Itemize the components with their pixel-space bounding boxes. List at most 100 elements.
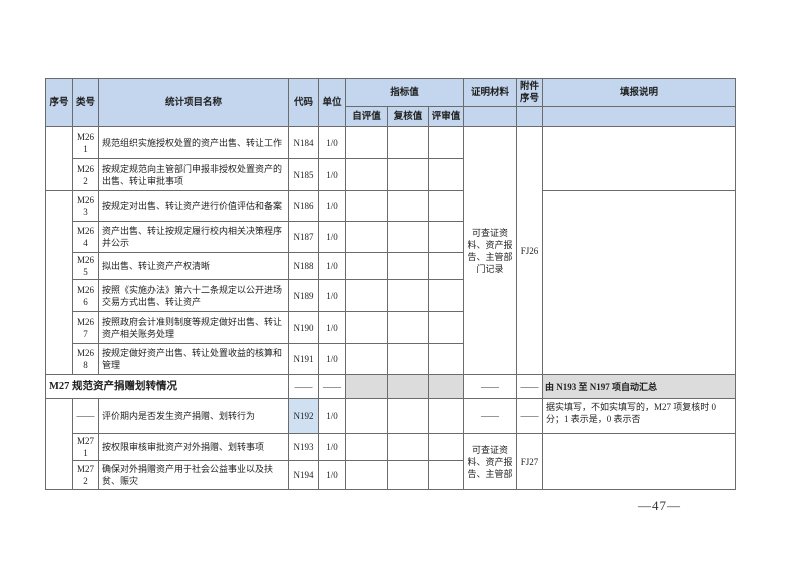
col-header-self-value: 自评值 bbox=[345, 106, 388, 127]
statistics-table: 序号 类号 统计项目名称 代码 单位 指标值 证明材料 附件序号 填报说明 自评… bbox=[45, 78, 736, 490]
assess-value-cell bbox=[428, 460, 464, 490]
class-cell: M264 bbox=[72, 221, 99, 253]
self-value-cell bbox=[345, 433, 388, 461]
check-value-cell bbox=[387, 460, 429, 490]
code-cell: N190 bbox=[288, 311, 319, 344]
class-cell: M263 bbox=[72, 190, 99, 222]
serial-cell bbox=[45, 398, 73, 490]
class-cell: M262 bbox=[72, 158, 99, 191]
unit-cell: 1/0 bbox=[318, 343, 346, 375]
table-row: M271 按权限审核审批资产对外捐赠、划转事项 N193 1/0 可查证资料、资… bbox=[46, 433, 736, 490]
unit-cell: 1/0 bbox=[318, 158, 346, 191]
code-cell-highlighted: N192 bbox=[288, 398, 319, 434]
unit-cell: 1/0 bbox=[318, 126, 346, 159]
check-value-cell bbox=[387, 433, 429, 461]
code-cell: N186 bbox=[288, 190, 319, 222]
class-cell: M265 bbox=[72, 252, 99, 280]
check-value-cell bbox=[387, 252, 429, 280]
class-cell: M266 bbox=[72, 279, 99, 312]
assess-value-cell bbox=[428, 252, 464, 280]
unit-cell: 1/0 bbox=[318, 221, 346, 253]
assess-value-cell bbox=[428, 221, 464, 253]
col-header-assess-value: 评审值 bbox=[428, 106, 464, 127]
serial-cell bbox=[45, 190, 73, 375]
unit-cell: 1/0 bbox=[318, 311, 346, 344]
item-name-cell: 拟出售、转让资产产权清晰 bbox=[98, 252, 289, 280]
item-name-cell: 按权限审核审批资产对外捐赠、划转事项 bbox=[98, 433, 289, 461]
code-cell: N191 bbox=[288, 343, 319, 375]
attachment-cell: FJ27 bbox=[516, 433, 543, 490]
check-value-cell bbox=[387, 279, 429, 312]
self-value-cell bbox=[345, 252, 388, 280]
table-row: M261 规范组织实施授权处置的资产出售、转让工作 N184 1/0 可查证资料… bbox=[45, 126, 736, 375]
header-empty-cell bbox=[542, 106, 736, 127]
table-header-row-1: 序号 类号 统计项目名称 代码 单位 指标值 证明材料 附件序号 填报说明 bbox=[45, 78, 736, 127]
evidence-cell: 可查证资料、资产报告、主管部 bbox=[463, 433, 517, 490]
code-cell: N193 bbox=[288, 433, 319, 461]
assess-value-cell bbox=[428, 374, 464, 399]
page-number: —47— bbox=[638, 498, 681, 513]
class-cell: —— bbox=[72, 398, 99, 434]
check-value-cell bbox=[387, 158, 429, 191]
check-value-cell bbox=[387, 311, 429, 344]
note-cell: 据实填写，不如实填写的，M27 项复核时 0 分；1 表示是，0 表示否 bbox=[542, 398, 736, 434]
self-value-cell bbox=[345, 126, 388, 159]
col-header-xuhao: 序号 bbox=[45, 78, 73, 127]
self-value-cell bbox=[345, 279, 388, 312]
col-header-indicator-value: 指标值 bbox=[345, 78, 464, 107]
item-name-cell: 确保对外捐赠资产用于社会公益事业以及扶贫、赈灾 bbox=[98, 460, 289, 490]
table-row: —— 评价期内是否发生资产捐赠、划转行为 N192 1/0 —— —— 据实填写… bbox=[45, 398, 736, 490]
item-name-cell: 按规定做好资产出售、转让处置收益的核算和管理 bbox=[98, 343, 289, 375]
class-cell: M271 bbox=[72, 433, 99, 461]
col-header-leihao: 类号 bbox=[72, 78, 99, 127]
assess-value-cell bbox=[428, 126, 464, 159]
item-name-cell: 按照《实施办法》第六十二条规定以公开进场交易方式出售、转让资产 bbox=[98, 279, 289, 312]
self-value-cell bbox=[345, 190, 388, 222]
self-value-cell bbox=[345, 398, 388, 434]
table-row: M267 按照政府会计准则制度等规定做好出售、转让资产相关账务处理 N190 1… bbox=[46, 311, 736, 344]
assess-value-cell bbox=[428, 433, 464, 461]
col-header-evidence: 证明材料 bbox=[463, 78, 517, 107]
section-header-row: M27 规范资产捐赠划转情况 —— —— —— —— 由 N193 至 N197… bbox=[45, 374, 736, 399]
unit-cell: 1/0 bbox=[318, 279, 346, 312]
col-header-attachment: 附件序号 bbox=[516, 78, 543, 107]
note-cell bbox=[542, 190, 736, 375]
header-empty-cell bbox=[463, 106, 517, 127]
assess-value-cell bbox=[428, 190, 464, 222]
header-empty-cell bbox=[516, 106, 543, 127]
self-value-cell bbox=[345, 343, 388, 375]
item-name-cell: 按规定规范向主管部门申报非授权处置资产的出售、转让审批事项 bbox=[98, 158, 289, 191]
item-name-cell: 按规定对出售、转让资产进行价值评估和备案 bbox=[98, 190, 289, 222]
check-value-cell bbox=[387, 398, 429, 434]
code-cell: N189 bbox=[288, 279, 319, 312]
table-row: M268 按规定做好资产出售、转让处置收益的核算和管理 N191 1/0 bbox=[46, 343, 736, 375]
col-header-note: 填报说明 bbox=[542, 78, 736, 107]
class-cell: M261 bbox=[72, 126, 99, 159]
col-header-item-name: 统计项目名称 bbox=[98, 78, 289, 127]
col-header-unit: 单位 bbox=[318, 78, 346, 127]
table-row: M264 资产出售、转让按规定履行校内相关决策程序并公示 N187 1/0 bbox=[46, 221, 736, 253]
section-note-cell: 由 N193 至 N197 项自动汇总 bbox=[542, 374, 736, 399]
unit-cell: 1/0 bbox=[318, 433, 346, 461]
self-value-cell bbox=[345, 221, 388, 253]
unit-cell: 1/0 bbox=[318, 190, 346, 222]
note-cell bbox=[542, 433, 736, 490]
code-dash-cell: —— bbox=[288, 374, 319, 399]
class-cell: M268 bbox=[72, 343, 99, 375]
note-cell bbox=[542, 126, 736, 191]
unit-cell: 1/0 bbox=[318, 252, 346, 280]
unit-cell: 1/0 bbox=[318, 460, 346, 490]
attachment-dash-cell: —— bbox=[516, 374, 543, 399]
serial-cell bbox=[45, 126, 73, 191]
unit-cell: 1/0 bbox=[318, 398, 346, 434]
check-value-cell bbox=[387, 221, 429, 253]
check-value-cell bbox=[387, 190, 429, 222]
self-value-cell bbox=[345, 158, 388, 191]
item-name-cell: 资产出售、转让按规定履行校内相关决策程序并公示 bbox=[98, 221, 289, 253]
class-cell: M272 bbox=[72, 460, 99, 490]
table-row: M265 拟出售、转让资产产权清晰 N188 1/0 bbox=[46, 252, 736, 280]
attachment-cell: FJ26 bbox=[516, 126, 543, 375]
col-header-check-value: 复核值 bbox=[387, 106, 429, 127]
evidence-dash-cell: —— bbox=[463, 374, 517, 399]
